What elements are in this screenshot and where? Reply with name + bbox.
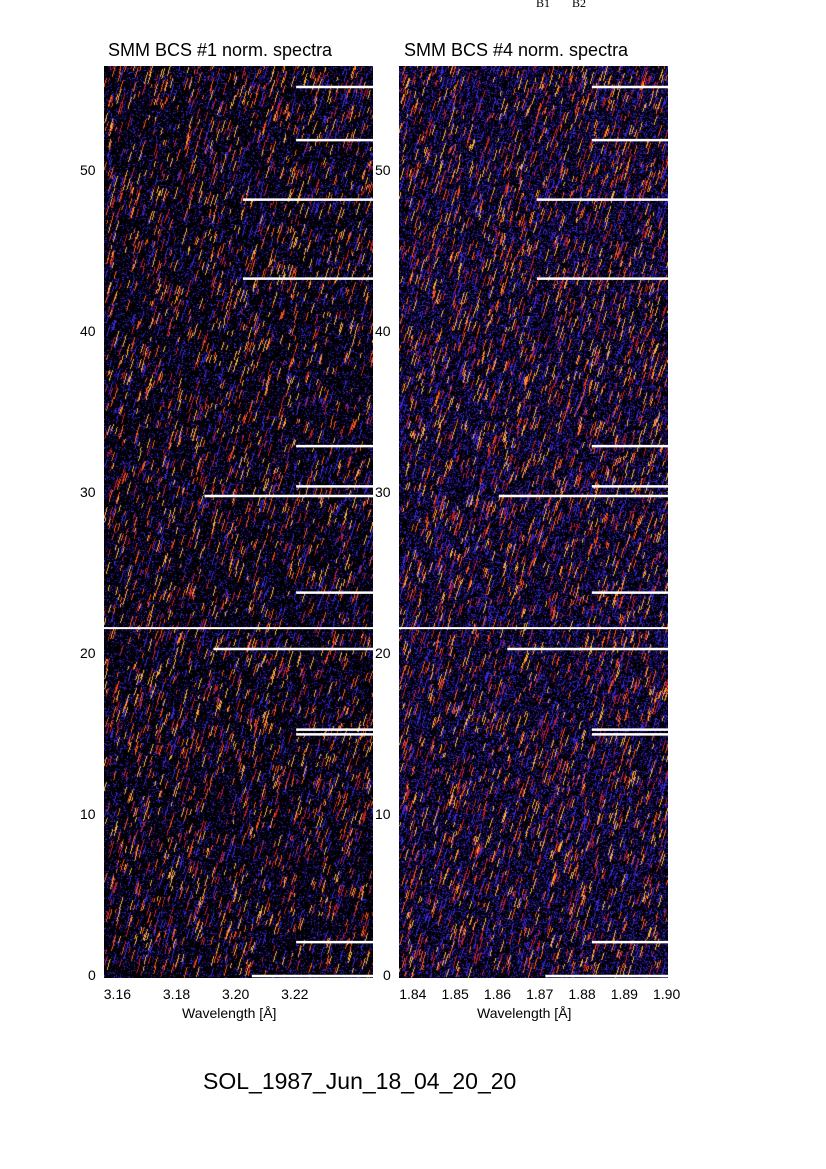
- x-tick-label: 3.20: [222, 986, 250, 1002]
- x-tick-label: 1.86: [483, 986, 512, 1002]
- x-tick-label: 1.88: [568, 986, 596, 1002]
- x-tick-label: 1.90: [653, 986, 681, 1002]
- y-tick-label: 0: [383, 967, 391, 983]
- x-tick-label: 3.18: [162, 986, 191, 1002]
- y-tick-label: 50: [375, 161, 391, 178]
- panel2-xlabel: Wavelength [Å]: [477, 1005, 572, 1021]
- y-tick-label: 40: [80, 322, 96, 339]
- y-tick-label: 0: [88, 967, 96, 983]
- panel1-title: SMM BCS #1 norm. spectra: [108, 40, 333, 60]
- panel1-heatmap: [104, 66, 373, 978]
- footer-title: SOL_1987_Jun_18_04_20_20: [203, 1068, 517, 1094]
- x-tick-label: 1.89: [610, 986, 638, 1002]
- y-tick-label: 40: [375, 322, 391, 339]
- panel2-heatmap: [399, 66, 668, 978]
- x-tick-label: 3.22: [281, 986, 309, 1002]
- header-label-b2: B2: [572, 0, 587, 10]
- panel2-title: SMM BCS #4 norm. spectra: [404, 40, 629, 60]
- x-tick-label: 1.85: [441, 986, 469, 1002]
- x-tick-label: 3.16: [103, 986, 132, 1002]
- y-tick-label: 20: [375, 644, 391, 661]
- panel1-xlabel: Wavelength [Å]: [182, 1005, 277, 1021]
- y-tick-label: 10: [375, 805, 391, 822]
- y-tick-label: 30: [375, 483, 391, 500]
- y-tick-label: 50: [80, 161, 96, 178]
- header-label-b1: B1: [536, 0, 551, 10]
- y-tick-label: 30: [80, 483, 96, 500]
- y-tick-label: 10: [80, 805, 96, 822]
- x-tick-label: 1.87: [526, 986, 554, 1002]
- x-tick-label: 1.84: [399, 986, 427, 1002]
- y-tick-label: 20: [80, 644, 96, 661]
